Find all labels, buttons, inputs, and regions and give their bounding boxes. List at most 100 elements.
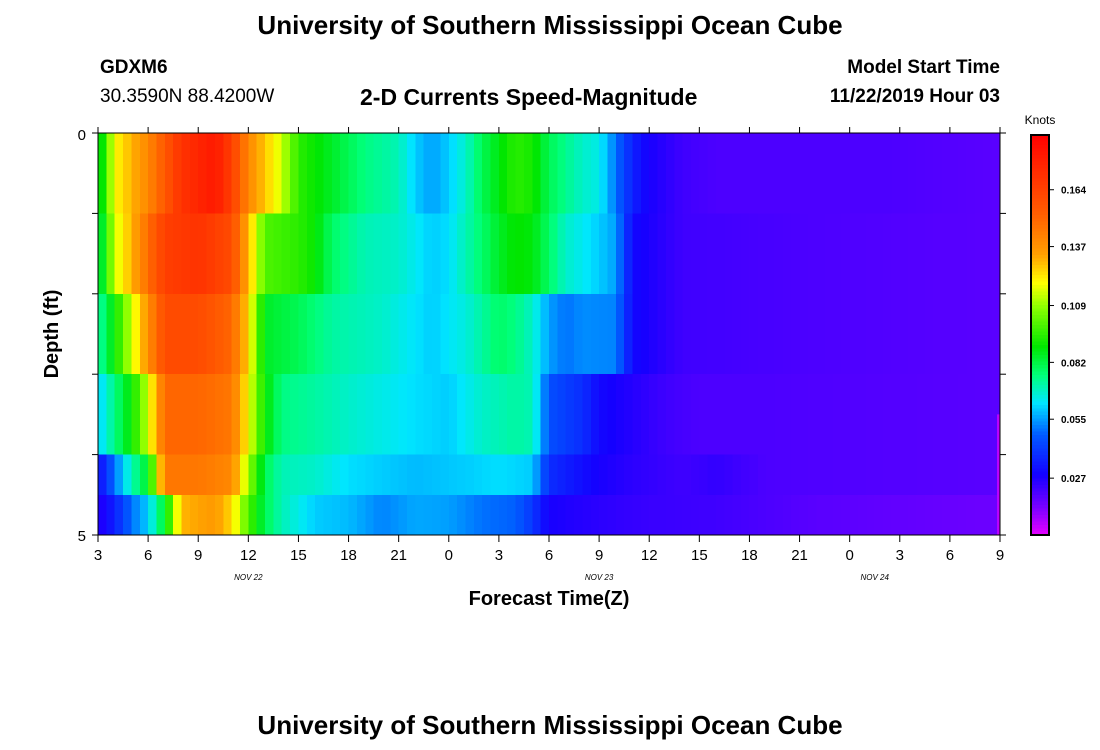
colorbar-segment [1031, 448, 1049, 453]
heatmap-cell [899, 133, 909, 214]
heatmap-cell [532, 454, 542, 495]
heatmap-cell [398, 374, 408, 455]
heatmap-cell [448, 213, 458, 294]
heatmap-cell [774, 374, 784, 455]
heatmap-cell [306, 454, 316, 495]
colorbar-segment [1031, 351, 1049, 356]
heatmap-cell [248, 494, 258, 535]
heatmap-cell [699, 133, 709, 214]
heatmap-cell [306, 213, 316, 294]
chart-subtitle: 2-D Currents Speed-Magnitude [360, 84, 698, 110]
colorbar-segment [1031, 175, 1049, 179]
heatmap-cell [707, 293, 717, 375]
heatmap-cell [632, 133, 642, 214]
colorbar-segment [1031, 261, 1049, 266]
colorbar-segment [1031, 521, 1049, 526]
heatmap-cell [306, 133, 316, 214]
colorbar-segment [1031, 335, 1049, 339]
heatmap-cell [373, 213, 383, 294]
heatmap-cell [565, 454, 575, 495]
colorbar-segment [1031, 508, 1049, 513]
heatmap-cell [214, 454, 224, 495]
heatmap-cell [164, 454, 174, 495]
heatmap-cell [106, 213, 116, 294]
colorbar-segment [1031, 428, 1049, 433]
heatmap-cell [866, 213, 876, 294]
heatmap-cell [657, 494, 667, 535]
heatmap-cell [114, 494, 124, 535]
colorbar-tick-label: 0.109 [1061, 302, 1086, 313]
colorbar-segment [1031, 471, 1049, 476]
heatmap-cell [156, 293, 166, 375]
heatmap-cell [265, 293, 274, 375]
heatmap-cell [841, 374, 851, 455]
heatmap-cell [858, 133, 867, 214]
y-tick-label: 5 [78, 528, 86, 545]
model-start-label: Model Start Time [847, 57, 1000, 78]
heatmap-cell [223, 213, 233, 294]
heatmap-cell [799, 293, 809, 375]
heatmap-cell [248, 374, 258, 455]
heatmap-cell [832, 494, 842, 535]
heatmap-cell [265, 454, 274, 495]
heatmap-cell [657, 133, 667, 214]
heatmap-cell [298, 494, 308, 535]
colorbar-segment [1031, 331, 1049, 336]
heatmap-cell [640, 374, 650, 455]
heatmap-cell [131, 133, 141, 214]
heatmap-cell [331, 133, 341, 214]
heatmap-cell [716, 213, 725, 294]
heatmap-cell [423, 213, 433, 294]
heatmap-cell [507, 293, 517, 375]
heatmap-cell [315, 293, 325, 375]
heatmap-cell [540, 293, 550, 375]
colorbar-segment [1031, 285, 1049, 289]
heatmap-cell [891, 374, 901, 455]
heatmap-cell [649, 494, 659, 535]
heatmap-cell [958, 454, 968, 495]
heatmap-cell [757, 213, 767, 294]
heatmap-cell [198, 374, 208, 455]
colorbar-segment [1031, 161, 1049, 166]
heatmap-cell [398, 133, 408, 214]
heatmap-cell [365, 494, 375, 535]
x-tick-label: 9 [996, 547, 1004, 564]
heatmap-cell [523, 454, 533, 495]
heatmap-cell [690, 374, 700, 455]
heatmap-cell [858, 494, 867, 535]
date-label: NOV 23 [585, 573, 614, 582]
heatmap-cell [924, 133, 934, 214]
heatmap-cell [949, 454, 959, 495]
colorbar-segment [1031, 171, 1049, 176]
heatmap-cell [156, 374, 166, 455]
colorbar-tick-label: 0.082 [1061, 358, 1086, 369]
heatmap-cell [707, 213, 717, 294]
heatmap-cell [858, 293, 867, 375]
heatmap-cell [298, 213, 308, 294]
heatmap-cell [899, 454, 909, 495]
heatmap-cell [532, 213, 542, 294]
heatmap-cell [782, 213, 792, 294]
colorbar-segment [1031, 251, 1049, 256]
colorbar-segment [1031, 425, 1049, 429]
heatmap-cell [114, 213, 124, 294]
heatmap-cell [557, 293, 567, 375]
heatmap-cell [933, 374, 943, 455]
heatmap-cell [599, 293, 609, 375]
heatmap-cell [156, 454, 166, 495]
heatmap-cell [774, 213, 784, 294]
colorbar-segment [1031, 188, 1049, 193]
heatmap-cell [557, 494, 567, 535]
heatmap-cell [958, 494, 968, 535]
heatmap-cell [139, 454, 149, 495]
heatmap-cell [866, 374, 876, 455]
heatmap-cell [791, 454, 801, 495]
x-tick-label: 3 [94, 547, 102, 564]
colorbar-segment [1031, 305, 1049, 309]
heatmap-cell [565, 213, 575, 294]
heatmap-cell [173, 293, 183, 375]
heatmap-cell [724, 213, 734, 294]
colorbar-segment [1031, 165, 1049, 169]
heatmap-cell [908, 494, 918, 535]
heatmap-cell [206, 454, 216, 495]
